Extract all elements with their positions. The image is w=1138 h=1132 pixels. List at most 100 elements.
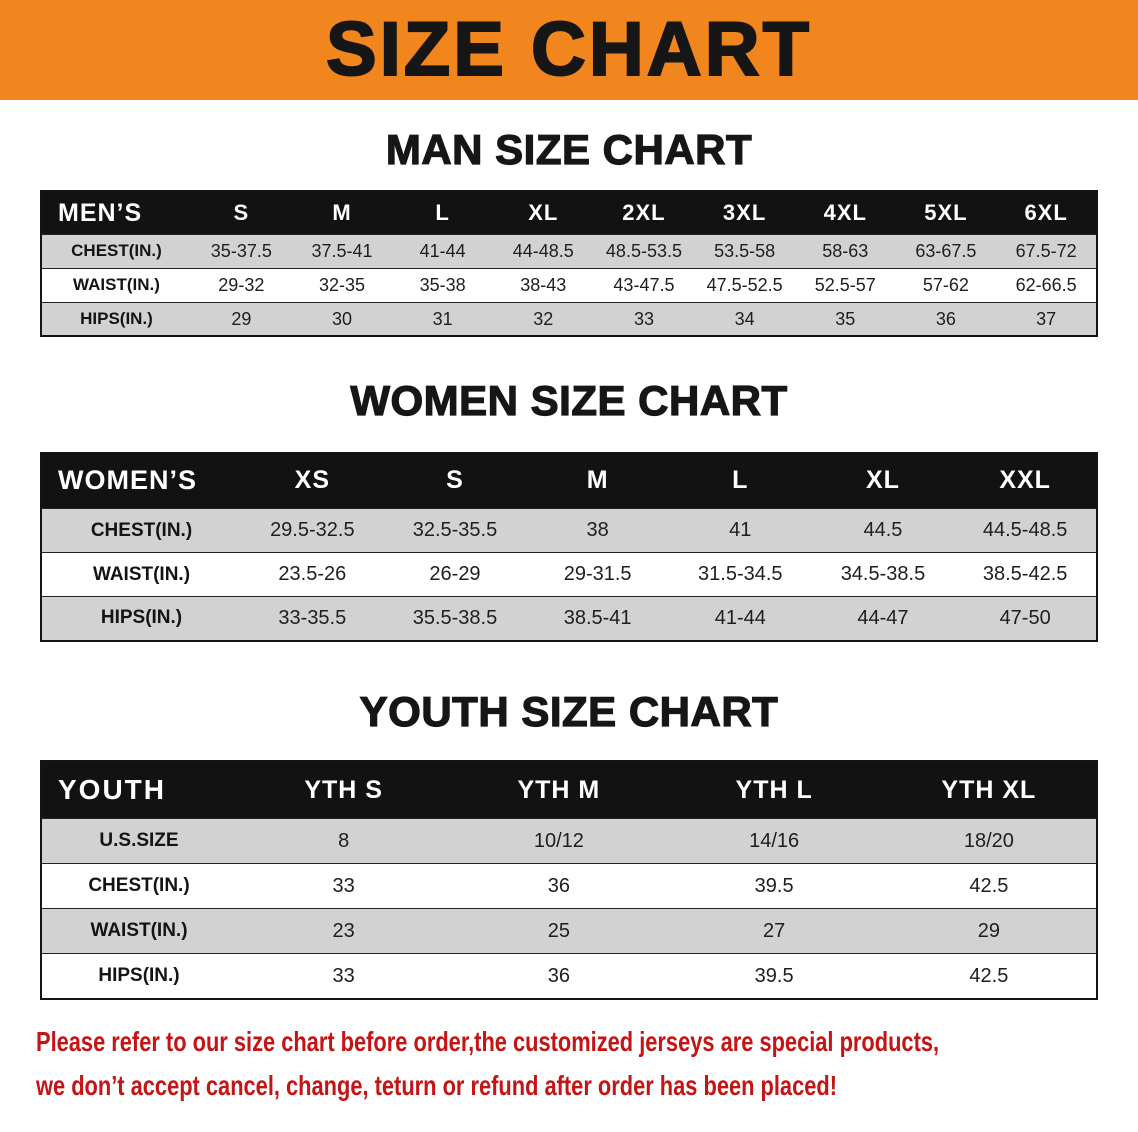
table-row: CHEST(IN.) 35-37.5 37.5-41 41-44 44-48.5 48.5… — [41, 234, 1097, 269]
column-header-cell: 2XL — [593, 191, 695, 235]
value-cell: 35.5-38.5 — [412, 606, 498, 629]
value-cell: 34 — [734, 308, 755, 329]
value-cell: 31 — [432, 308, 453, 329]
table-row: CHEST(IN.) 29.5-32.5 32.5-35.5 38 41 44.5 44.5… — [41, 508, 1097, 553]
value-cell: 47-50 — [999, 606, 1051, 629]
value-cell: 10/12 — [533, 829, 584, 852]
table-row: HIPS(IN.) 29 30 31 32 33 34 35 36 37 — [41, 302, 1097, 337]
value-cell: 33 — [332, 874, 355, 897]
column-header-cell: YTH XL — [881, 760, 1097, 819]
row-label-cell: CHEST(IN.) — [71, 241, 162, 261]
table-header-row: MEN’S S M L XL 2XL 3XL 4XL 5XL 6XL — [41, 191, 1097, 235]
table-row: HIPS(IN.) 33 36 39.5 42.5 — [41, 953, 1097, 999]
section-women: WOMEN SIZE CHART WOMEN’S XS S M L XL XXL CHEST… — [0, 377, 1138, 642]
row-label-cell: CHEST(IN.) — [88, 875, 190, 897]
column-header-cell: 5XL — [895, 191, 997, 235]
column-header-cell: 4XL — [794, 191, 896, 235]
notice-line-1: Please refer to our size chart before or… — [36, 1025, 940, 1057]
row-label-cell: WAIST(IN.) — [92, 563, 191, 585]
value-cell: 41 — [729, 519, 752, 542]
order-notice: Please refer to our size chart before or… — [0, 1020, 1138, 1108]
men-size-table: MEN’S S M L XL 2XL 3XL 4XL 5XL 6XL CHEST(IN.) 35-3… — [40, 190, 1098, 338]
value-cell: 62-66.5 — [1015, 274, 1077, 295]
value-cell: 14/16 — [749, 829, 800, 852]
value-cell: 25 — [547, 919, 570, 942]
women-section-heading: WOMEN SIZE CHART — [350, 377, 788, 425]
value-cell: 43-47.5 — [613, 274, 675, 295]
table-title-cell: WOMEN’S — [41, 452, 241, 509]
row-label-cell: HIPS(IN.) — [80, 309, 153, 329]
value-cell: 29.5-32.5 — [270, 519, 355, 542]
value-cell: 42.5 — [969, 874, 1009, 897]
table-row: HIPS(IN.) 33-35.5 35.5-38.5 38.5-41 41-44 44-… — [41, 596, 1097, 641]
row-label-cell: CHEST(IN.) — [90, 519, 193, 541]
column-header-cell: S — [383, 452, 527, 509]
value-cell: 63-67.5 — [915, 240, 977, 261]
value-cell: 35 — [835, 308, 856, 329]
value-cell: 33 — [332, 964, 355, 987]
value-cell: 23 — [332, 919, 355, 942]
value-cell: 57-62 — [922, 274, 969, 295]
value-cell: 32-35 — [318, 274, 365, 295]
table-row: WAIST(IN.) 23.5-26 26-29 29-31.5 31.5-34.5 34… — [41, 552, 1097, 597]
notice-line-2: we don’t accept cancel, change, teturn o… — [36, 1069, 837, 1101]
value-cell: 35-38 — [419, 274, 466, 295]
value-cell: 44.5-48.5 — [982, 519, 1068, 542]
column-header-cell: 6XL — [996, 191, 1097, 235]
row-label-cell: WAIST(IN.) — [73, 275, 160, 295]
women-size-table: WOMEN’S XS S M L XL XXL CHEST(IN.) 29.5-32.5 32.… — [40, 451, 1098, 642]
column-header-cell: XS — [241, 452, 384, 509]
banner: SIZE CHART — [0, 0, 1138, 100]
value-cell: 29-32 — [218, 274, 265, 295]
column-header-cell: YTH S — [236, 760, 452, 819]
size-chart-page: SIZE CHART MAN SIZE CHART MEN’S S M L XL 2XL 3… — [0, 0, 1138, 1108]
column-header-cell: L — [668, 452, 812, 509]
youth-section-heading: YOUTH SIZE CHART — [359, 687, 779, 735]
section-youth: YOUTH SIZE CHART YOUTH YTH S YTH M YTH L YTH… — [0, 687, 1138, 1000]
column-header-cell: 3XL — [694, 191, 795, 235]
value-cell: 36 — [935, 308, 956, 329]
value-cell: 34.5-38.5 — [840, 563, 926, 586]
value-cell: 30 — [331, 308, 352, 329]
table-row: WAIST(IN.) 23 25 27 29 — [41, 908, 1097, 954]
column-header-cell: XL — [811, 452, 955, 509]
value-cell: 52.5-57 — [814, 274, 876, 295]
value-cell: 23.5-26 — [278, 563, 347, 586]
value-cell: 31.5-34.5 — [698, 563, 783, 586]
value-cell: 36 — [547, 964, 570, 987]
value-cell: 18/20 — [963, 829, 1014, 852]
value-cell: 29 — [977, 919, 1000, 942]
value-cell: 38 — [586, 519, 609, 542]
column-header-cell: XL — [492, 191, 594, 235]
value-cell: 67.5-72 — [1015, 240, 1077, 261]
value-cell: 38-43 — [520, 274, 567, 295]
value-cell: 44-47 — [857, 606, 909, 629]
value-cell: 27 — [763, 919, 786, 942]
value-cell: 47.5-52.5 — [706, 274, 783, 295]
column-header-cell: YTH M — [451, 760, 667, 819]
value-cell: 41-44 — [419, 240, 466, 261]
value-cell: 48.5-53.5 — [605, 240, 682, 261]
section-men: MAN SIZE CHART MEN’S S M L XL 2XL 3XL 4XL 5XL 6XL… — [0, 125, 1138, 338]
value-cell: 44.5 — [863, 519, 903, 542]
column-header-cell: S — [191, 191, 292, 235]
value-cell: 32 — [533, 308, 554, 329]
value-cell: 26-29 — [429, 563, 481, 586]
value-cell: 44-48.5 — [512, 240, 574, 261]
youth-size-table: YOUTH YTH S YTH M YTH L YTH XL U.S.SIZE 8 10/1… — [40, 759, 1098, 1000]
value-cell: 29 — [231, 308, 252, 329]
value-cell: 38.5-42.5 — [982, 563, 1068, 586]
value-cell: 39.5 — [754, 874, 794, 897]
value-cell: 33 — [633, 308, 654, 329]
value-cell: 35-37.5 — [210, 240, 272, 261]
value-cell: 29-31.5 — [563, 563, 632, 586]
table-row: U.S.SIZE 8 10/12 14/16 18/20 — [41, 818, 1097, 864]
value-cell: 38.5-41 — [563, 606, 632, 629]
table-title-cell: MEN’S — [41, 191, 191, 235]
row-label-cell: WAIST(IN.) — [90, 920, 188, 942]
page-title: SIZE CHART — [325, 7, 812, 92]
column-header-cell: L — [392, 191, 493, 235]
row-label-cell: HIPS(IN.) — [100, 607, 183, 629]
value-cell: 37 — [1036, 308, 1057, 329]
table-title-cell: YOUTH — [41, 760, 236, 819]
